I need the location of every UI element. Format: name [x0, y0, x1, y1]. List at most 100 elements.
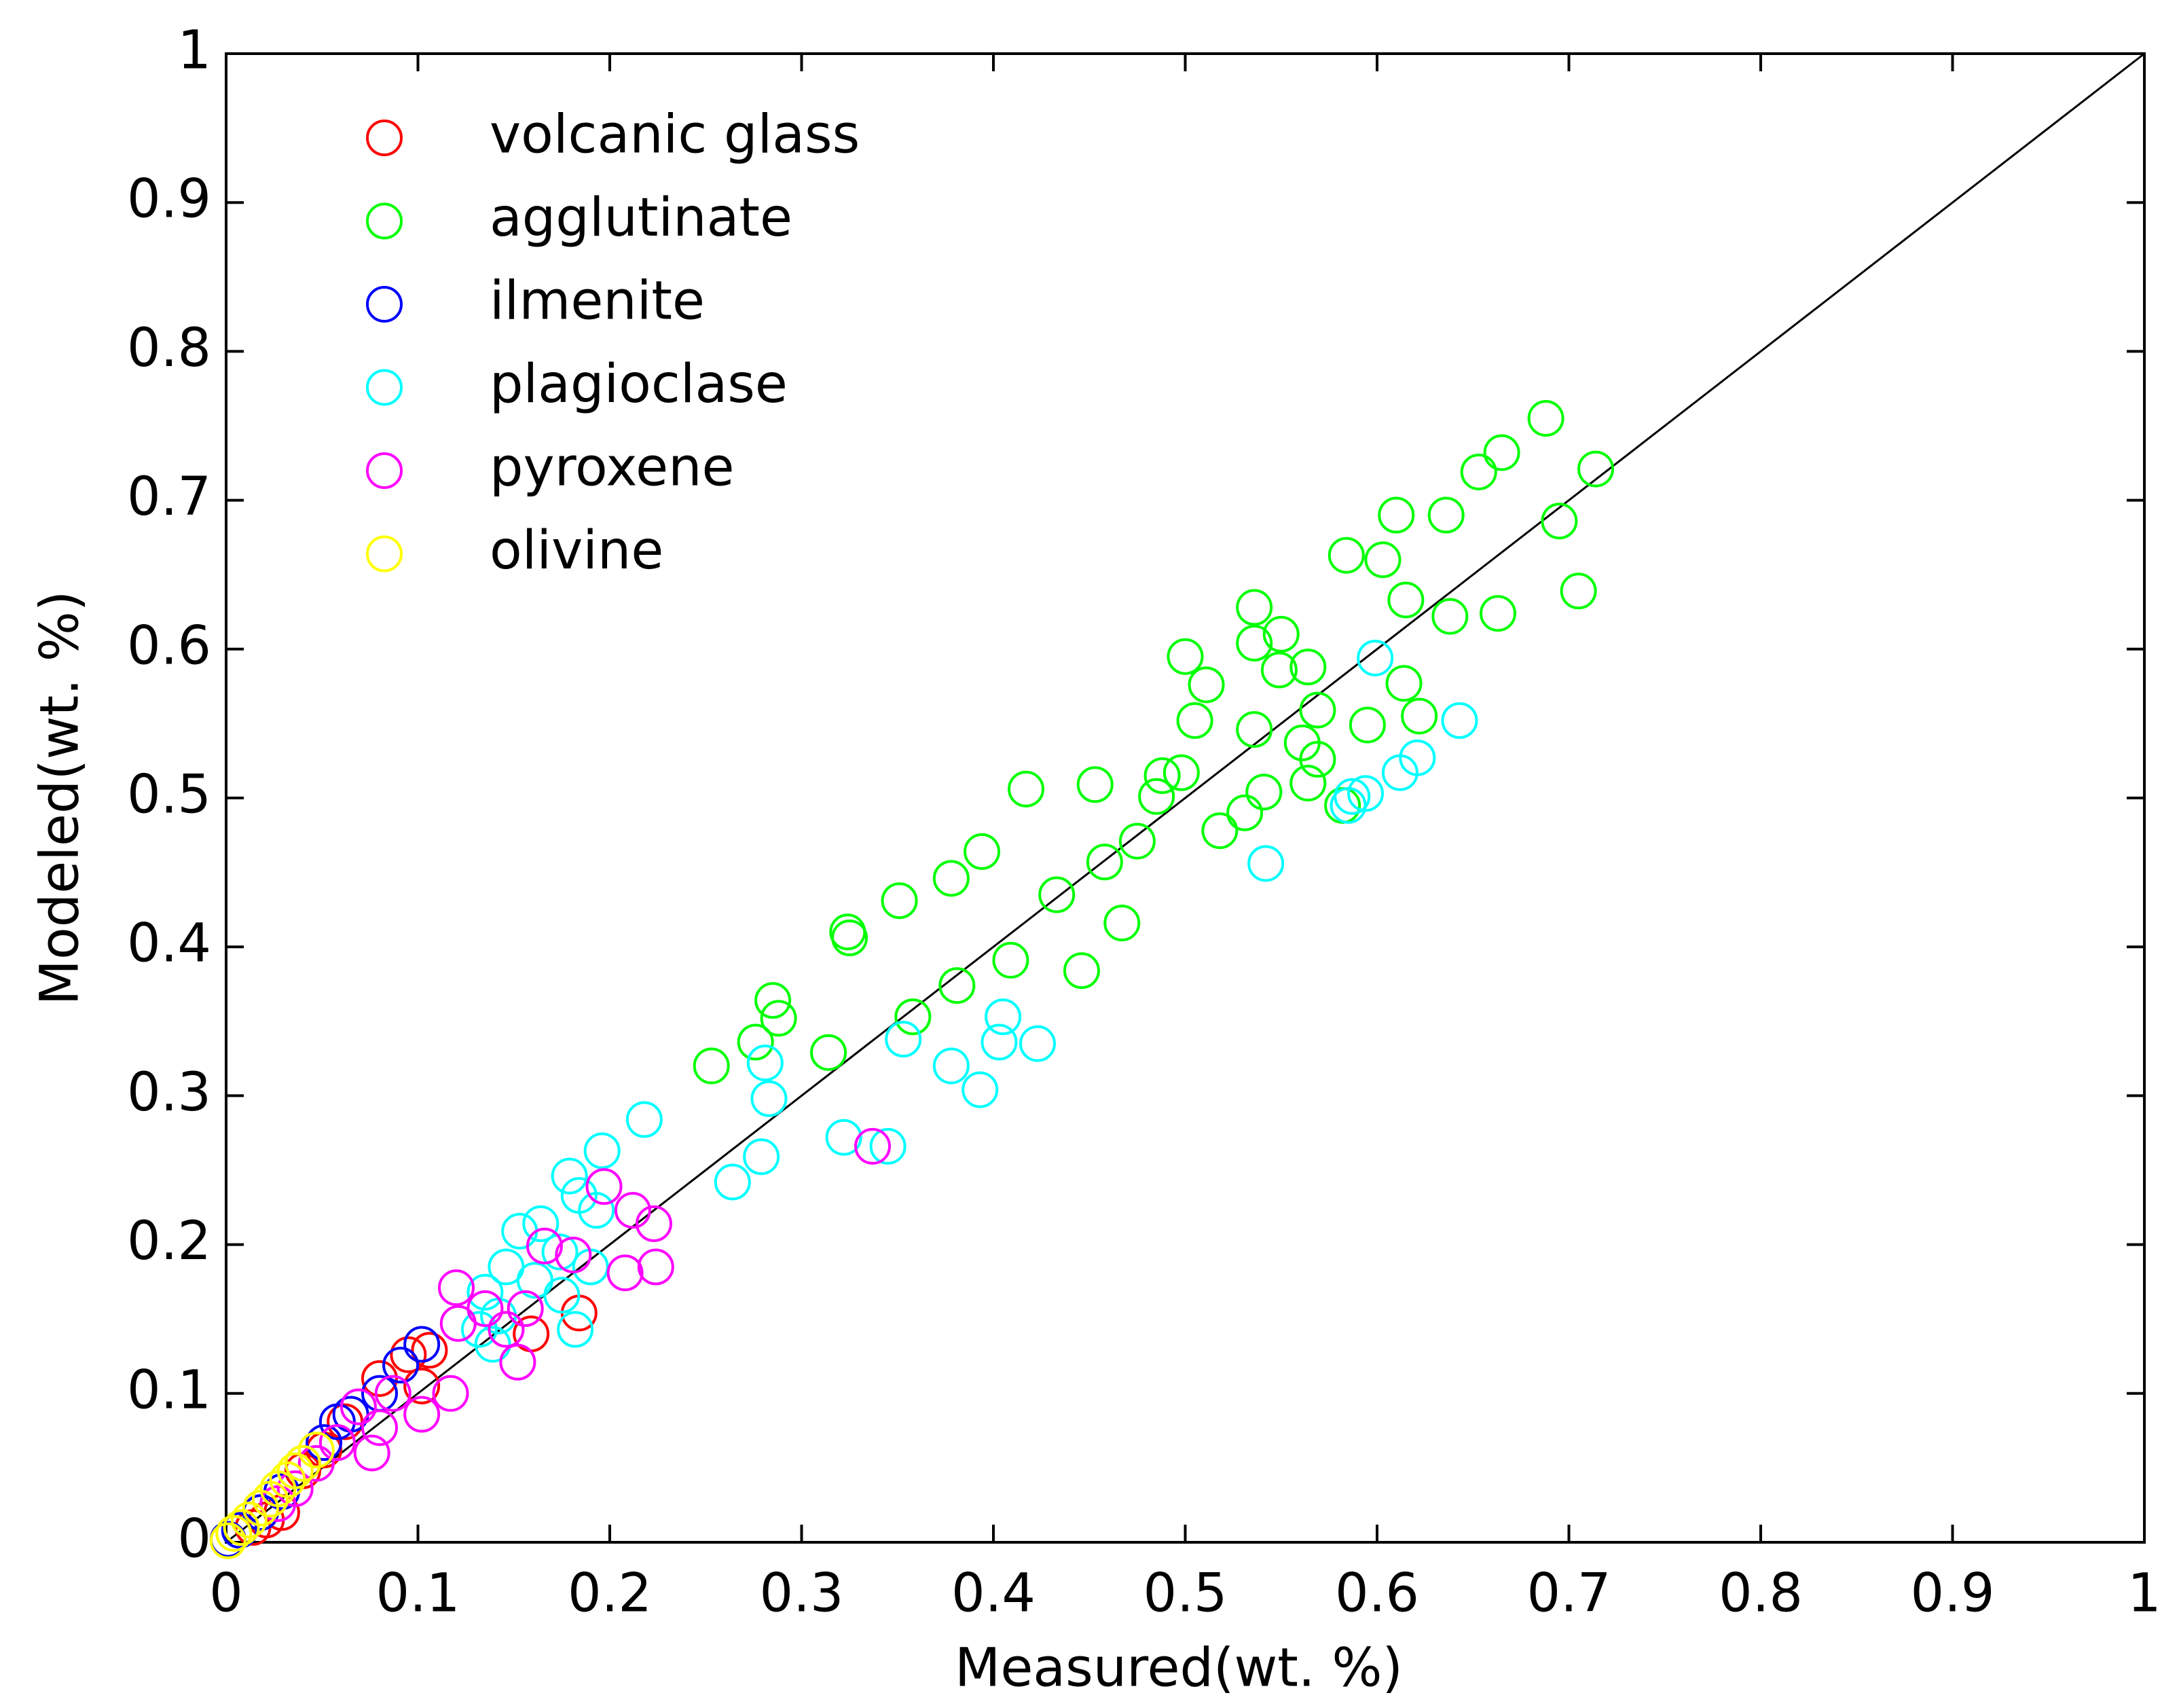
data-point: [714, 1163, 751, 1201]
data-point: [1385, 665, 1423, 702]
data-point: [1577, 450, 1615, 488]
data-point: [438, 1269, 475, 1307]
data-point: [938, 967, 976, 1004]
data-point: [1247, 845, 1285, 882]
data-point: [353, 1434, 390, 1472]
data-point: [1357, 639, 1394, 676]
data-point: [499, 1343, 536, 1381]
y-tick-label: 0.4: [127, 913, 211, 975]
data-point: [583, 1132, 621, 1169]
legend-label: agglutinate: [490, 187, 792, 249]
data-point: [541, 1233, 579, 1271]
data-point: [306, 1424, 343, 1461]
x-tick-label: 0.5: [1143, 1563, 1227, 1624]
data-point: [1289, 649, 1327, 686]
data-point: [555, 1236, 592, 1273]
data-point: [1118, 822, 1156, 860]
data-point: [1364, 541, 1402, 579]
y-tick-label: 0.1: [127, 1360, 211, 1421]
data-point: [885, 1021, 922, 1058]
data-point: [1019, 1025, 1056, 1062]
data-point: [825, 1119, 862, 1156]
data-point: [1038, 876, 1076, 913]
data-point: [1381, 754, 1418, 791]
data-point: [1076, 766, 1114, 803]
data-point: [522, 1205, 560, 1242]
legend-label: ilmenite: [490, 270, 705, 331]
y-tick-label: 0.6: [127, 615, 211, 676]
data-point: [340, 1388, 377, 1425]
legend-marker: [366, 286, 403, 323]
legend-label: pyroxene: [490, 437, 735, 498]
data-point: [1427, 496, 1465, 534]
data-point: [1401, 697, 1438, 735]
data-point: [606, 1254, 644, 1292]
data-point: [209, 1522, 246, 1559]
data-point: [737, 1023, 774, 1061]
x-tick-label: 0.9: [1910, 1563, 1994, 1624]
data-point: [1299, 691, 1336, 729]
data-point: [1236, 711, 1273, 748]
data-point: [543, 1277, 581, 1314]
data-point: [466, 1273, 504, 1311]
data-point: [403, 1326, 441, 1363]
data-point: [297, 1444, 335, 1482]
data-point: [318, 1403, 356, 1440]
legend-marker: [366, 202, 403, 240]
data-point: [625, 1101, 663, 1138]
data-point: [551, 1157, 588, 1195]
data-point: [361, 1360, 398, 1397]
data-point: [962, 1071, 999, 1108]
data-point: [488, 1311, 525, 1348]
data-point: [746, 1044, 784, 1082]
data-point: [1162, 754, 1200, 791]
data-point: [585, 1168, 623, 1205]
data-point: [221, 1512, 258, 1549]
data-point: [1245, 774, 1283, 811]
data-point: [614, 1192, 651, 1229]
x-tick-label: 0.4: [951, 1563, 1036, 1624]
data-point: [1236, 589, 1273, 626]
x-tick-label: 1: [2127, 1563, 2161, 1624]
data-point: [578, 1192, 615, 1229]
data-point: [382, 1347, 420, 1384]
data-point: [297, 1432, 335, 1469]
data-point: [361, 1409, 398, 1447]
x-tick-label: 0.7: [1526, 1563, 1611, 1624]
data-point: [1349, 706, 1386, 744]
data-point: [242, 1489, 279, 1527]
data-point: [1299, 741, 1336, 778]
data-point: [932, 860, 970, 897]
data-point: [1201, 812, 1239, 850]
data-point: [1262, 615, 1300, 653]
data-point: [432, 1375, 469, 1412]
data-point: [854, 1127, 892, 1165]
data-point: [1327, 537, 1365, 574]
y-tick-label: 0.7: [127, 467, 211, 528]
data-point: [390, 1336, 427, 1373]
y-axis-label: Modeled(wt. %): [29, 591, 90, 1006]
data-point: [411, 1332, 448, 1369]
legend-marker: [366, 452, 403, 489]
data-point: [403, 1396, 441, 1433]
x-tick-label: 0: [209, 1563, 243, 1624]
data-point: [760, 1000, 797, 1037]
legend-marker: [366, 369, 403, 406]
y-tick-label: 0.3: [127, 1062, 211, 1123]
data-point: [374, 1375, 411, 1412]
data-point: [831, 920, 868, 957]
x-tick-label: 0.1: [376, 1563, 460, 1624]
data-point: [1541, 503, 1578, 540]
data-point: [881, 882, 918, 920]
data-point: [1289, 765, 1327, 802]
data-point: [259, 1485, 297, 1523]
data-point: [754, 982, 792, 1019]
y-tick-label: 0.8: [127, 318, 211, 379]
data-point: [750, 1080, 788, 1117]
data-point: [526, 1227, 563, 1265]
data-point: [964, 833, 1001, 870]
data-point: [1479, 595, 1516, 632]
data-point: [1460, 453, 1497, 490]
data-point: [985, 998, 1022, 1036]
